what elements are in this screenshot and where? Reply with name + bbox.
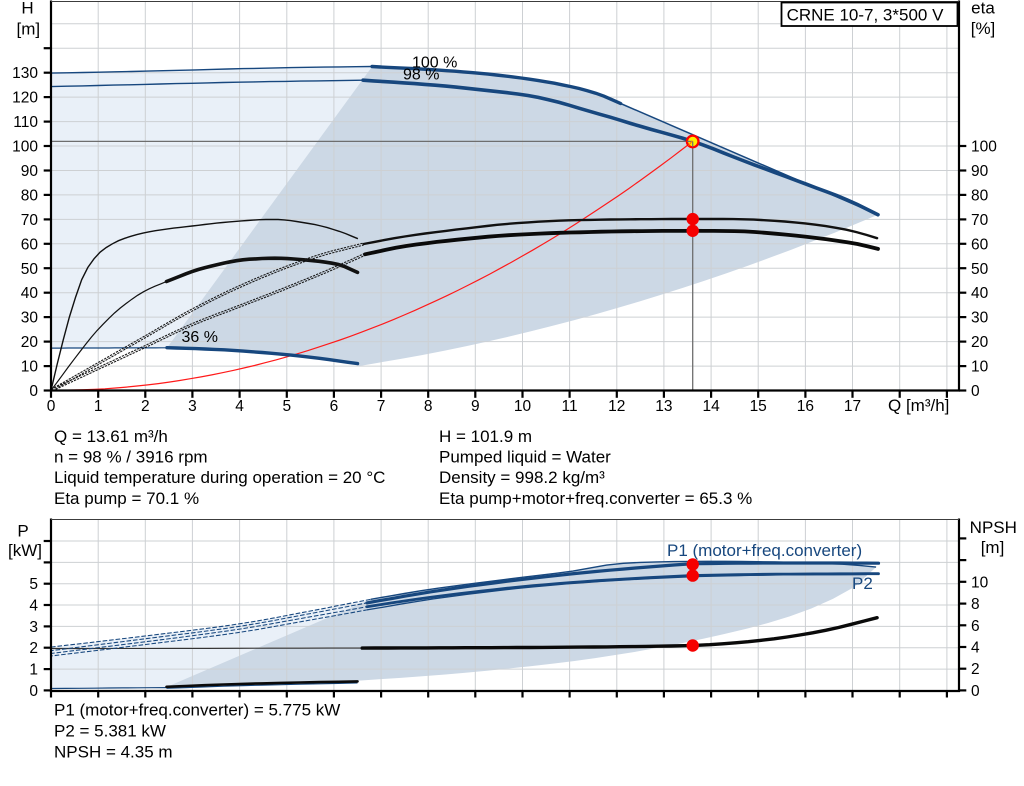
svg-text:4: 4: [29, 598, 38, 615]
svg-text:P1 (motor+freq.converter): P1 (motor+freq.converter): [667, 541, 862, 560]
svg-text:50: 50: [21, 261, 39, 278]
svg-text:98 %: 98 %: [403, 67, 439, 84]
svg-text:P2 = 5.381 kW: P2 = 5.381 kW: [54, 722, 166, 741]
svg-text:12: 12: [608, 398, 625, 415]
svg-text:40: 40: [21, 285, 39, 302]
svg-text:3: 3: [29, 619, 38, 636]
svg-text:Q = 13.61 m³/h: Q = 13.61 m³/h: [54, 427, 168, 446]
svg-text:10: 10: [971, 359, 989, 376]
svg-text:P2: P2: [852, 574, 873, 593]
svg-text:10: 10: [21, 359, 39, 376]
svg-text:9: 9: [471, 398, 480, 415]
svg-text:36 %: 36 %: [182, 329, 218, 346]
svg-text:60: 60: [971, 236, 989, 253]
svg-text:1: 1: [94, 398, 103, 415]
svg-text:15: 15: [750, 398, 767, 415]
svg-text:4: 4: [971, 640, 980, 657]
svg-text:14: 14: [702, 398, 720, 415]
svg-text:0: 0: [29, 683, 38, 700]
svg-text:Q [m³/h]: Q [m³/h]: [888, 396, 949, 415]
svg-text:P: P: [17, 522, 28, 541]
svg-text:1: 1: [29, 662, 38, 679]
svg-text:7: 7: [377, 398, 386, 415]
svg-text:[m]: [m]: [16, 20, 40, 39]
svg-text:NPSH: NPSH: [970, 518, 1017, 537]
svg-text:5: 5: [29, 576, 38, 593]
svg-text:11: 11: [562, 398, 578, 415]
svg-text:17: 17: [844, 398, 861, 415]
svg-text:[m]: [m]: [981, 538, 1005, 557]
svg-text:20: 20: [21, 334, 39, 351]
svg-text:16: 16: [797, 398, 814, 415]
svg-text:90: 90: [971, 163, 989, 180]
svg-text:[kW]: [kW]: [8, 541, 42, 560]
svg-text:0: 0: [29, 383, 38, 400]
svg-text:0: 0: [47, 398, 56, 415]
svg-text:90: 90: [21, 163, 39, 180]
svg-text:2: 2: [971, 661, 980, 678]
svg-text:30: 30: [21, 310, 39, 327]
svg-text:110: 110: [13, 114, 38, 131]
svg-text:100: 100: [12, 139, 38, 156]
svg-text:80: 80: [971, 187, 989, 204]
svg-text:120: 120: [12, 90, 38, 107]
svg-text:Eta pump = 70.1 %: Eta pump = 70.1 %: [54, 489, 199, 508]
svg-text:6: 6: [330, 398, 339, 415]
svg-text:Density = 998.2 kg/m³: Density = 998.2 kg/m³: [439, 468, 605, 487]
svg-text:80: 80: [21, 187, 39, 204]
svg-text:5: 5: [282, 398, 291, 415]
svg-text:8: 8: [971, 596, 980, 613]
svg-text:3: 3: [188, 398, 197, 415]
svg-text:Liquid temperature during oper: Liquid temperature during operation = 20…: [54, 468, 385, 487]
svg-text:NPSH = 4.35 m: NPSH = 4.35 m: [54, 743, 173, 762]
svg-text:n = 98 % / 3916 rpm: n = 98 % / 3916 rpm: [54, 448, 208, 467]
svg-text:130: 130: [12, 65, 38, 82]
svg-text:H = 101.9 m: H = 101.9 m: [439, 427, 532, 446]
svg-text:8: 8: [424, 398, 433, 415]
svg-text:Eta pump+motor+freq.converter: Eta pump+motor+freq.converter = 65.3 %: [439, 489, 752, 508]
svg-text:Pumped liquid = Water: Pumped liquid = Water: [439, 448, 611, 467]
svg-text:CRNE 10-7, 3*500 V: CRNE 10-7, 3*500 V: [787, 6, 945, 25]
svg-text:100 %: 100 %: [412, 55, 457, 72]
svg-text:4: 4: [235, 398, 244, 415]
svg-text:50: 50: [971, 261, 989, 278]
svg-text:10: 10: [514, 398, 532, 415]
svg-text:eta: eta: [971, 0, 995, 18]
svg-text:2: 2: [141, 398, 150, 415]
svg-text:70: 70: [21, 212, 39, 229]
svg-text:13: 13: [655, 398, 672, 415]
svg-text:[%]: [%]: [971, 19, 996, 38]
svg-text:10: 10: [971, 574, 989, 591]
svg-text:30: 30: [971, 310, 989, 327]
svg-text:P1 (motor+freq.converter) = 5.: P1 (motor+freq.converter) = 5.775 kW: [54, 701, 340, 720]
svg-text:0: 0: [971, 383, 980, 400]
svg-text:100: 100: [971, 139, 997, 156]
svg-text:H: H: [21, 0, 33, 18]
svg-text:2: 2: [29, 640, 38, 657]
svg-text:0: 0: [971, 683, 980, 700]
svg-text:20: 20: [971, 334, 989, 351]
svg-text:40: 40: [971, 285, 989, 302]
svg-text:6: 6: [971, 618, 980, 635]
svg-text:70: 70: [971, 212, 989, 229]
svg-text:60: 60: [21, 236, 39, 253]
